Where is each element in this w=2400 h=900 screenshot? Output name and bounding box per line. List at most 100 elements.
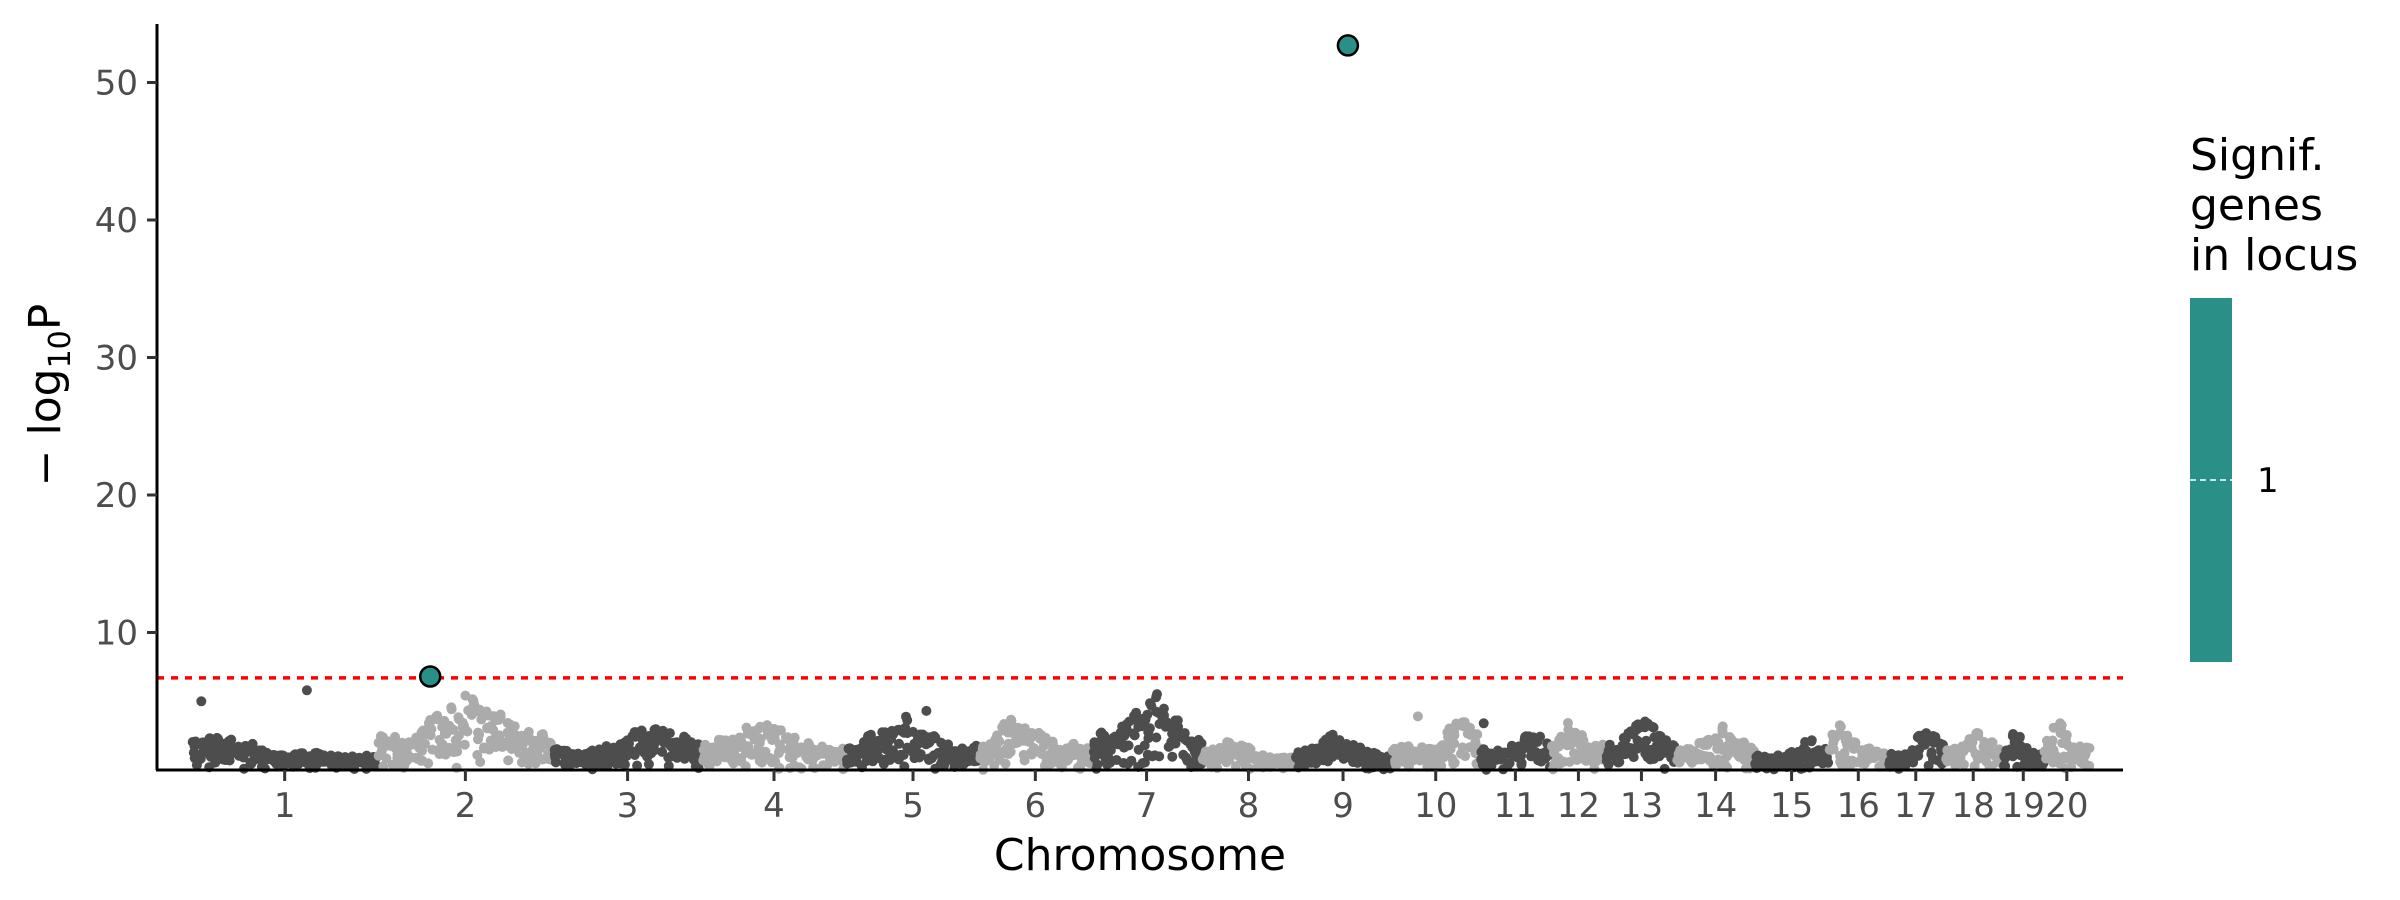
- legend-title-line-1: Signif.: [2190, 130, 2324, 181]
- data-point: [1126, 755, 1137, 766]
- x-tick-label: 10: [1414, 786, 1457, 826]
- data-point: [1068, 738, 1079, 749]
- data-point: [632, 760, 643, 771]
- data-point: [1928, 731, 1939, 741]
- data-point: [1847, 755, 1858, 766]
- data-point: [1158, 703, 1169, 714]
- data-point: [1806, 735, 1817, 746]
- data-point: [1640, 716, 1650, 727]
- data-point: [650, 732, 661, 743]
- data-point: [1019, 723, 1030, 734]
- x-tick-label: 9: [1332, 786, 1354, 826]
- data-point: [212, 732, 222, 743]
- y-tick-label: 50: [95, 64, 138, 104]
- data-point: [1157, 713, 1168, 723]
- data-point: [1464, 722, 1475, 733]
- data-point: [1849, 737, 1860, 748]
- data-point: [1717, 721, 1728, 732]
- data-point: [2080, 759, 2091, 770]
- data-point: [425, 730, 436, 741]
- x-tick-label: 15: [1770, 786, 1813, 826]
- data-point: [423, 758, 434, 769]
- data-point: [2061, 730, 2072, 740]
- x-tick-label: 20: [2045, 786, 2088, 826]
- data-point: [1152, 689, 1162, 700]
- data-point: [636, 725, 647, 736]
- data-point: [900, 722, 911, 733]
- data-point: [1031, 746, 1042, 757]
- data-point: [1589, 758, 1600, 769]
- data-point: [245, 757, 256, 768]
- data-point: [1123, 740, 1134, 751]
- outlier-point: [301, 685, 312, 696]
- data-point: [509, 721, 520, 732]
- data-point: [1128, 728, 1139, 739]
- x-tick-label: 13: [1620, 786, 1663, 826]
- data-point: [481, 706, 492, 717]
- data-point: [1053, 757, 1064, 768]
- data-point: [929, 731, 940, 742]
- data-point: [240, 748, 251, 759]
- data-point: [446, 702, 457, 713]
- data-point: [1100, 756, 1111, 767]
- data-point: [485, 735, 496, 746]
- data-point: [901, 711, 911, 722]
- data-point: [472, 750, 483, 760]
- data-point: [495, 709, 506, 720]
- legend-title-line-2: genes: [2190, 180, 2323, 231]
- data-point: [943, 739, 954, 750]
- y-axis-title-main: − log: [20, 368, 71, 486]
- data-point: [789, 732, 800, 743]
- data-point: [711, 743, 722, 754]
- x-tick-label: 1: [274, 786, 296, 826]
- y-tick-label: 40: [95, 201, 138, 241]
- data-point: [1950, 760, 1961, 771]
- data-point: [1243, 742, 1254, 753]
- data-point: [1019, 755, 1030, 766]
- data-point: [865, 729, 876, 740]
- x-tick-label: 19: [2002, 786, 2045, 826]
- data-point: [1149, 750, 1160, 761]
- data-point: [1563, 718, 1573, 728]
- data-point: [619, 759, 630, 770]
- data-point: [1746, 742, 1756, 753]
- data-point: [1047, 736, 1058, 747]
- y-axis-title: − log10P: [20, 304, 78, 487]
- data-point: [2032, 757, 2043, 768]
- data-point: [746, 747, 757, 758]
- data-point: [486, 721, 497, 731]
- data-point: [803, 738, 814, 749]
- data-point: [1151, 732, 1162, 743]
- data-point: [473, 734, 483, 745]
- x-tick-label: 3: [617, 786, 639, 826]
- data-point: [1971, 728, 1982, 738]
- data-point: [459, 739, 470, 750]
- data-point: [2014, 731, 2025, 742]
- data-point: [711, 756, 722, 767]
- data-point: [1724, 732, 1735, 742]
- data-point: [734, 732, 745, 743]
- data-point: [664, 728, 675, 739]
- data-point: [1033, 727, 1044, 738]
- data-point: [1089, 753, 1100, 763]
- data-point: [1143, 733, 1154, 744]
- data-point: [1167, 751, 1178, 762]
- data-point: [1935, 738, 1946, 749]
- data-point: [1834, 720, 1845, 731]
- data-point: [1972, 752, 1983, 763]
- data-point: [1449, 757, 1460, 768]
- data-point: [1172, 715, 1183, 726]
- data-point: [1576, 730, 1587, 741]
- data-point: [1193, 734, 1204, 745]
- data-point: [915, 749, 926, 760]
- data-point: [1131, 707, 1142, 718]
- data-point: [775, 725, 786, 736]
- x-tick-label: 4: [763, 786, 785, 826]
- data-point: [760, 746, 771, 757]
- outlier-point: [196, 696, 207, 707]
- data-point: [503, 755, 514, 766]
- legend-title-line-3: in locus: [2190, 230, 2358, 281]
- data-point: [2055, 718, 2066, 729]
- data-point: [210, 757, 221, 768]
- data-point: [1628, 752, 1639, 763]
